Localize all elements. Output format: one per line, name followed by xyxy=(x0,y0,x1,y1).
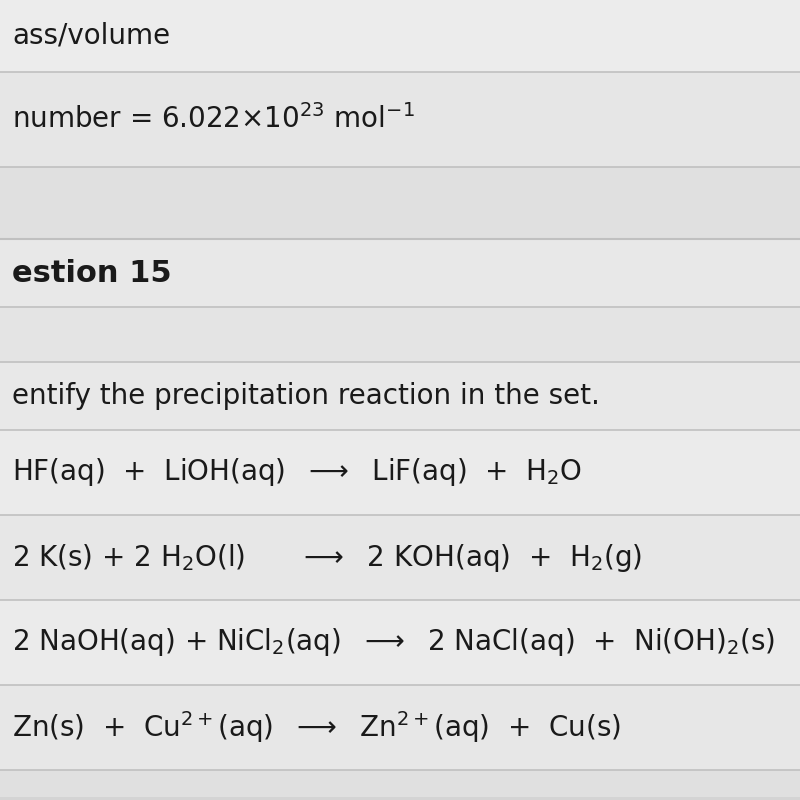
Text: Zn(s)  +  Cu$^{2+}$(aq)  $\longrightarrow$  Zn$^{2+}$(aq)  +  Cu(s): Zn(s) + Cu$^{2+}$(aq) $\longrightarrow$ … xyxy=(12,710,621,746)
Bar xyxy=(0,685,800,770)
Bar xyxy=(0,515,800,600)
Bar xyxy=(0,770,800,797)
Bar xyxy=(0,0,800,72)
Text: HF(aq)  +  LiOH(aq)  $\longrightarrow$  LiF(aq)  +  H$_2$O: HF(aq) + LiOH(aq) $\longrightarrow$ LiF(… xyxy=(12,457,582,489)
Bar xyxy=(0,430,800,515)
Text: 2 NaOH(aq) + NiCl$_2$(aq)  $\longrightarrow$  2 NaCl(aq)  +  Ni(OH)$_2$(s): 2 NaOH(aq) + NiCl$_2$(aq) $\longrightarr… xyxy=(12,626,775,658)
Bar xyxy=(0,362,800,430)
Bar xyxy=(0,239,800,307)
Bar xyxy=(0,167,800,239)
Bar xyxy=(0,307,800,362)
Text: 2 K(s) + 2 H$_2$O(l)      $\longrightarrow$  2 KOH(aq)  +  H$_2$(g): 2 K(s) + 2 H$_2$O(l) $\longrightarrow$ 2… xyxy=(12,542,642,574)
Text: estion 15: estion 15 xyxy=(12,258,172,287)
Text: number = 6.022$\times$10$^{23}$ mol$^{-1}$: number = 6.022$\times$10$^{23}$ mol$^{-1… xyxy=(12,105,414,134)
Text: entify the precipitation reaction in the set.: entify the precipitation reaction in the… xyxy=(12,382,600,410)
Bar xyxy=(0,600,800,685)
Bar xyxy=(0,72,800,167)
Text: ass/volume: ass/volume xyxy=(12,22,170,50)
